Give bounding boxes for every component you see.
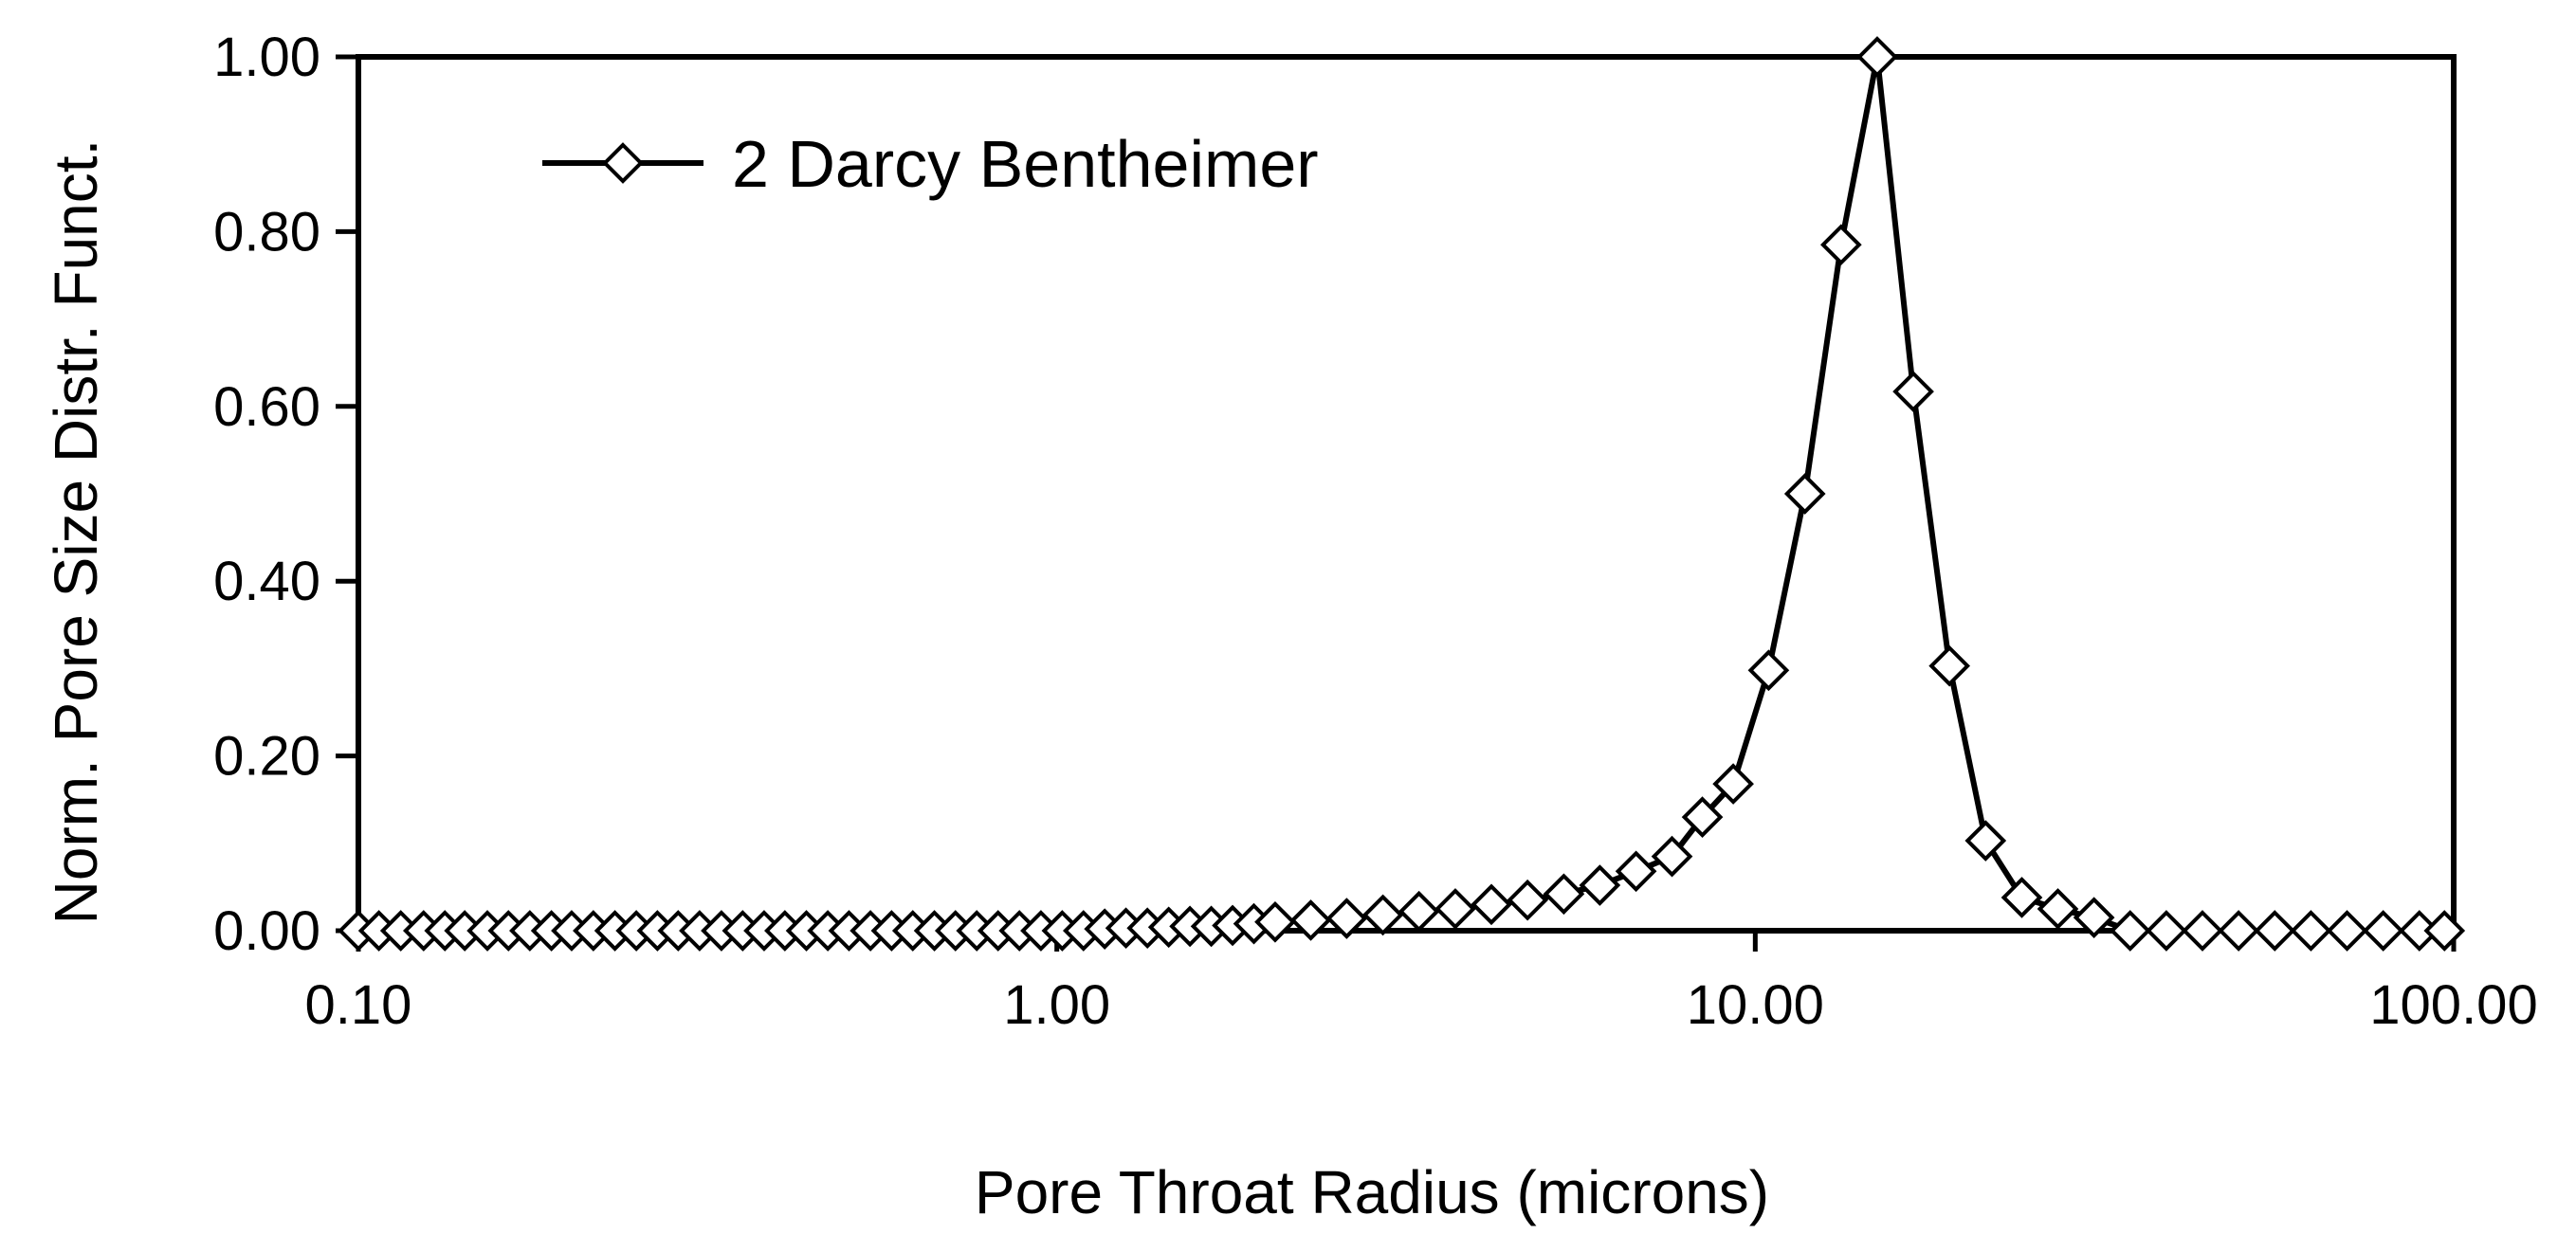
data-point bbox=[1434, 888, 1476, 930]
data-point bbox=[1398, 890, 1440, 933]
data-point bbox=[2362, 910, 2404, 952]
y-tick-label: 0.40 bbox=[213, 551, 320, 612]
data-point bbox=[2218, 910, 2259, 952]
y-tick-label: 0.20 bbox=[213, 726, 320, 788]
y-tick-label: 0.80 bbox=[213, 201, 320, 263]
data-point bbox=[1579, 864, 1621, 906]
data-point bbox=[2037, 888, 2079, 930]
data-point bbox=[1615, 850, 1657, 893]
data-point bbox=[1471, 883, 1512, 926]
data-point bbox=[1507, 879, 1548, 921]
x-tick-label: 1.00 bbox=[1003, 974, 1110, 1036]
data-point bbox=[1325, 898, 1368, 939]
data-point bbox=[2146, 910, 2187, 952]
data-point bbox=[1892, 371, 1934, 412]
data-point bbox=[1856, 36, 1898, 78]
data-point bbox=[2182, 910, 2223, 952]
y-tick-label: 0.60 bbox=[213, 376, 320, 438]
plot-frame bbox=[356, 54, 2457, 934]
x-tick-label: 10.00 bbox=[1687, 974, 1824, 1036]
data-point bbox=[1783, 473, 1826, 515]
data-point bbox=[2326, 910, 2368, 952]
data-point bbox=[1820, 224, 1862, 266]
data-point bbox=[1543, 873, 1585, 916]
data-point bbox=[2254, 910, 2296, 952]
legend-label: 2 Darcy Bentheimer bbox=[732, 127, 1319, 201]
data-point bbox=[2290, 910, 2332, 952]
data-point bbox=[2109, 910, 2151, 952]
data-point bbox=[2001, 877, 2043, 918]
x-axis-title: Pore Throat Radius (microns) bbox=[975, 1158, 1769, 1226]
data-point bbox=[1964, 820, 2007, 862]
data-point bbox=[2073, 897, 2115, 938]
x-tick-label: 100.00 bbox=[2369, 974, 2537, 1036]
y-tick-label: 1.00 bbox=[213, 27, 320, 88]
legend-marker bbox=[602, 142, 644, 184]
y-axis-title: Norm. Pore Size Distr. Funct. bbox=[42, 139, 110, 925]
data-point bbox=[1928, 644, 1971, 687]
axes-layer: 0.00 0.20 0.40 0.60 0.80 1.00 0.10 1.00 10.00 100… bbox=[42, 27, 2538, 1226]
series-line bbox=[358, 54, 2445, 934]
data-point bbox=[1651, 835, 1693, 878]
data-point bbox=[1747, 649, 1790, 692]
data-point bbox=[1254, 900, 1296, 943]
data-point bbox=[2423, 910, 2466, 952]
y-tick-label: 0.00 bbox=[213, 900, 320, 962]
data-point bbox=[1681, 796, 1724, 838]
x-tick-label: 0.10 bbox=[305, 974, 412, 1036]
data-point bbox=[1289, 899, 1332, 941]
data-point bbox=[1361, 894, 1404, 936]
legend: 2 Darcy Bentheimer bbox=[542, 127, 1319, 201]
series-layer bbox=[338, 36, 2466, 952]
data-point bbox=[1712, 763, 1754, 805]
